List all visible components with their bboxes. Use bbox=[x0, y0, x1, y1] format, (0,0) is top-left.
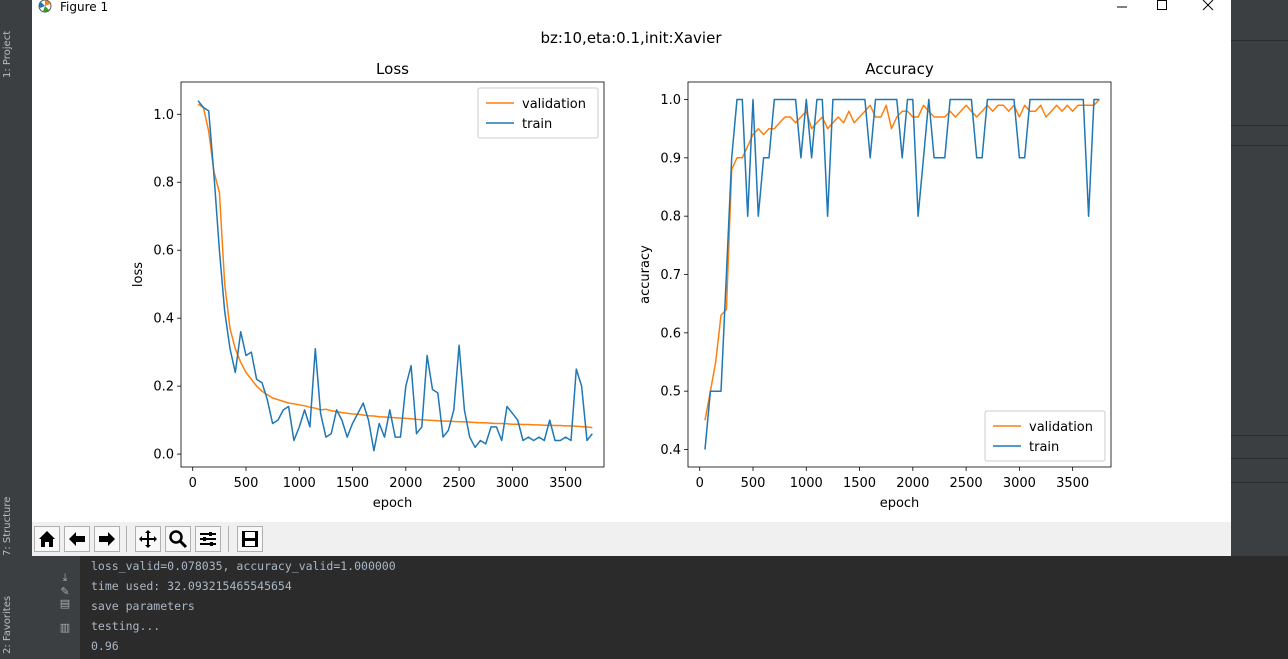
minimize-icon[interactable] bbox=[1112, 0, 1132, 14]
configure-subplots-icon[interactable] bbox=[195, 526, 221, 552]
y-tick-label: 1.0 bbox=[153, 108, 174, 123]
x-axis-label: epoch bbox=[880, 496, 920, 511]
axes-title: Loss bbox=[376, 60, 409, 78]
y-tick-label: 0.0 bbox=[153, 448, 174, 463]
subplot-loss: 0 500 1000 1500 2000 2500 3000 3500 0.0 0.2 0.4 0.6… bbox=[131, 60, 605, 511]
figure-suptitle: bz:10,eta:0.1,init:Xavier bbox=[541, 29, 723, 47]
console-line: loss_valid=0.078035, accuracy_valid=1.00… bbox=[91, 559, 396, 573]
x-tick-label: 500 bbox=[741, 476, 766, 491]
x-tick-label: 2000 bbox=[389, 476, 422, 491]
console-output: loss_valid=0.078035, accuracy_valid=1.00… bbox=[91, 556, 396, 656]
console-line: time used: 32.093215465545654 bbox=[91, 579, 292, 593]
plot-area bbox=[688, 82, 1111, 467]
favorites-tool-tab[interactable]: 2: Favorites bbox=[2, 595, 13, 654]
console-line: testing... bbox=[91, 619, 161, 633]
y-tick-label: 0.8 bbox=[153, 176, 174, 191]
y-tick-label: 0.2 bbox=[153, 380, 174, 395]
x-tick-label: 1500 bbox=[336, 476, 369, 491]
x-tick-label: 1500 bbox=[843, 476, 876, 491]
x-tick-label: 3000 bbox=[1003, 476, 1036, 491]
window-title: Figure 1 bbox=[60, 0, 109, 14]
y-axis-label: loss bbox=[131, 262, 146, 287]
ide-right-panel bbox=[1231, 0, 1288, 659]
x-tick-label: 0 bbox=[696, 476, 704, 491]
trash-icon[interactable]: ▥ bbox=[59, 621, 71, 634]
matplotlib-logo-icon bbox=[38, 0, 52, 13]
y-tick-label: 0.9 bbox=[660, 151, 681, 166]
axes-title: Accuracy bbox=[865, 60, 934, 78]
maximize-icon[interactable] bbox=[1152, 0, 1172, 14]
x-tick-label: 500 bbox=[234, 476, 259, 491]
y-tick-label: 0.4 bbox=[153, 312, 174, 327]
series-line-train bbox=[197, 100, 593, 452]
x-axis-label: epoch bbox=[373, 496, 413, 511]
navigation-toolbar bbox=[32, 522, 1231, 556]
x-tick-label: 2000 bbox=[896, 476, 929, 491]
x-tick-label: 3500 bbox=[1056, 476, 1089, 491]
ide-left-toolstrip: 1: Project 7: Structure 2: Favorites bbox=[0, 0, 21, 659]
y-tick-label: 1.0 bbox=[660, 93, 681, 108]
structure-tool-tab[interactable]: 7: Structure bbox=[2, 496, 13, 556]
legend-label-validation: validation bbox=[1029, 420, 1093, 435]
y-tick-label: 0.5 bbox=[660, 385, 681, 400]
back-arrow-icon[interactable] bbox=[64, 526, 90, 552]
zoom-icon[interactable] bbox=[165, 526, 191, 552]
save-icon[interactable] bbox=[237, 526, 263, 552]
y-tick-label: 0.7 bbox=[660, 268, 681, 283]
figure-window: Figure 1 bz:10,eta:0.1,init:Xavier 0 500 10… bbox=[32, 0, 1231, 556]
toolbar-separator bbox=[228, 526, 229, 552]
x-tick-label: 2500 bbox=[443, 476, 476, 491]
figure-canvas[interactable]: bz:10,eta:0.1,init:Xavier 0 500 1000 1500 200… bbox=[32, 0, 1231, 522]
subplot-accuracy: 0 500 1000 1500 2000 2500 3000 3500 0.4 0.5 0.6 0.7… bbox=[638, 60, 1112, 511]
window-titlebar[interactable]: Figure 1 bbox=[32, 0, 1231, 14]
y-tick-label: 0.4 bbox=[660, 443, 681, 458]
series-line-validation bbox=[197, 103, 593, 429]
x-tick-label: 3000 bbox=[496, 476, 529, 491]
pan-icon[interactable] bbox=[135, 526, 161, 552]
run-console: ⤓ ✎ ▤ ▥ loss_valid=0.078035, accuracy_va… bbox=[32, 556, 1288, 659]
scroll-to-end-icon[interactable]: ⤓ bbox=[62, 571, 68, 584]
project-tool-tab[interactable]: 1: Project bbox=[2, 30, 13, 78]
y-tick-label: 0.6 bbox=[660, 326, 681, 341]
home-icon[interactable] bbox=[34, 526, 60, 552]
series-line-train bbox=[704, 98, 1100, 450]
legend: validation train bbox=[984, 410, 1106, 462]
y-tick-label: 0.8 bbox=[660, 210, 681, 225]
series-line-validation bbox=[704, 98, 1100, 421]
console-line: 0.96 bbox=[91, 639, 119, 653]
legend-box bbox=[984, 410, 1106, 462]
y-axis-label: accuracy bbox=[638, 245, 653, 304]
legend: validation train bbox=[477, 87, 599, 139]
y-tick-label: 0.6 bbox=[153, 244, 174, 259]
axes-frame bbox=[180, 81, 605, 468]
x-tick-label: 0 bbox=[189, 476, 197, 491]
forward-arrow-icon[interactable] bbox=[94, 526, 120, 552]
plot-area bbox=[181, 82, 604, 467]
console-gutter: ⤓ ✎ ▤ ▥ bbox=[32, 556, 80, 659]
close-icon[interactable] bbox=[1198, 0, 1218, 14]
x-tick-label: 1000 bbox=[790, 476, 823, 491]
x-tick-label: 1000 bbox=[283, 476, 316, 491]
legend-label-train: train bbox=[1029, 440, 1059, 455]
legend-label-validation: validation bbox=[522, 97, 586, 112]
pin-icon[interactable]: ✎ bbox=[60, 585, 70, 598]
x-tick-label: 3500 bbox=[549, 476, 582, 491]
x-tick-label: 2500 bbox=[950, 476, 983, 491]
legend-label-train: train bbox=[522, 117, 552, 132]
print-icon[interactable]: ▤ bbox=[59, 597, 71, 610]
ide-editor-strip bbox=[20, 0, 32, 659]
toolbar-separator bbox=[126, 526, 127, 552]
legend-box bbox=[477, 87, 599, 139]
console-line: save parameters bbox=[91, 599, 195, 613]
